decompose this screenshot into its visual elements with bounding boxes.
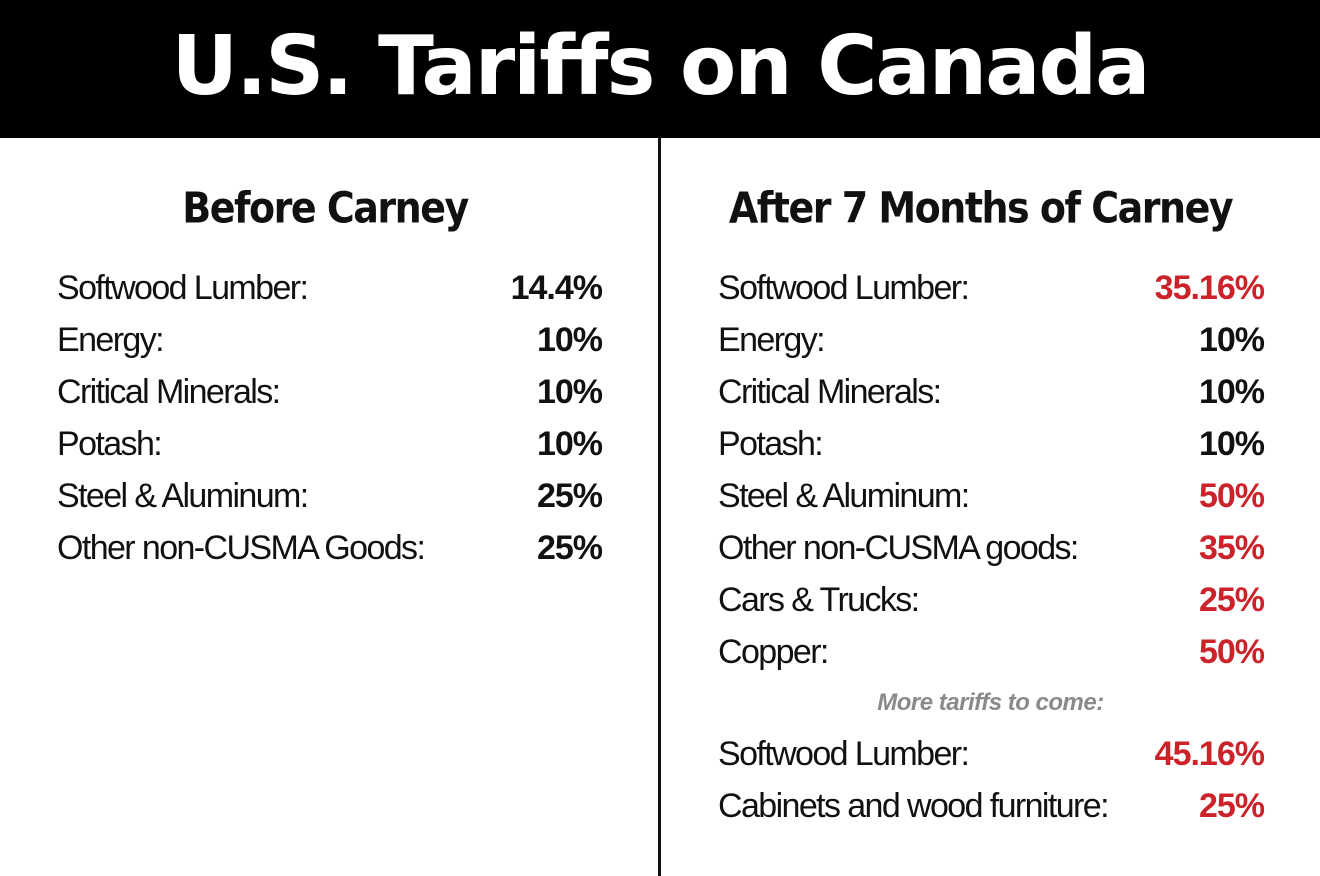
after-heading: After 7 Months of Carney [728,183,1234,233]
tariff-value: 10% [1198,321,1265,359]
tariff-value-increased: 25% [1198,787,1265,825]
tariff-label: Potash: [57,425,163,463]
title-banner: U.S. Tariffs on Canada [0,0,1320,138]
tariff-label: Other non-CUSMA Goods: [57,529,426,567]
tariff-label: Energy: [718,321,826,359]
tariff-label: Energy: [57,321,165,359]
tariff-value-increased: 50% [1198,633,1265,671]
tariff-row: Steel & Aluminum: 25% [0,470,658,522]
tariff-label: Softwood Lumber: [718,735,970,773]
tariff-row: Critical Minerals: 10% [0,366,658,418]
tariff-row: Cars & Trucks: 25% [661,574,1320,626]
tariff-label: Other non-CUSMA goods: [718,529,1079,567]
page-title: U.S. Tariffs on Canada [171,19,1151,114]
tariff-label: Copper: [718,633,829,671]
tariff-row: Other non-CUSMA goods: 35% [661,522,1320,574]
upcoming-tariff-row: Softwood Lumber: 45.16% [661,728,1320,780]
tariff-value-increased: 35.16% [1154,269,1265,307]
tariff-row: Softwood Lumber: 14.4% [0,262,658,314]
tariff-label: Steel & Aluminum: [57,477,309,515]
tariff-label: Potash: [718,425,824,463]
tariff-row: Copper: 50% [661,626,1320,678]
tariff-value: 10% [536,321,603,359]
tariff-row: Other non-CUSMA Goods: 25% [0,522,658,574]
tariff-row: Steel & Aluminum: 50% [661,470,1320,522]
more-tariffs-note: More tariffs to come: [877,689,1104,716]
after-list: Softwood Lumber: 35.16% Energy: 10% Crit… [661,262,1320,832]
upcoming-tariff-row: Cabinets and wood furniture: 25% [661,780,1320,832]
tariff-label: Cars & Trucks: [718,581,920,619]
tariff-value: 10% [536,373,603,411]
tariff-row: Critical Minerals: 10% [661,366,1320,418]
before-heading: Before Carney [182,183,469,233]
tariff-value-increased: 45.16% [1154,735,1265,773]
tariff-value: 10% [1198,425,1265,463]
tariff-row: Energy: 10% [661,314,1320,366]
tariff-value: 14.4% [510,269,603,307]
tariff-value: 25% [536,477,603,515]
tariff-label: Critical Minerals: [57,373,281,411]
tariff-value-increased: 50% [1198,477,1265,515]
tariff-value-increased: 25% [1198,581,1265,619]
column-divider [658,138,661,876]
tariff-row: Energy: 10% [0,314,658,366]
tariff-value: 10% [1198,373,1265,411]
tariff-label: Softwood Lumber: [57,269,309,307]
tariff-value-increased: 35% [1198,529,1265,567]
tariff-label: Critical Minerals: [718,373,942,411]
tariff-row: Softwood Lumber: 35.16% [661,262,1320,314]
tariff-value: 25% [536,529,603,567]
tariff-label: Cabinets and wood furniture: [718,787,1110,825]
tariff-label: Softwood Lumber: [718,269,970,307]
tariff-label: Steel & Aluminum: [718,477,970,515]
tariff-value: 10% [536,425,603,463]
tariff-row: Potash: 10% [661,418,1320,470]
before-list: Softwood Lumber: 14.4% Energy: 10% Criti… [0,262,658,574]
tariff-row: Potash: 10% [0,418,658,470]
